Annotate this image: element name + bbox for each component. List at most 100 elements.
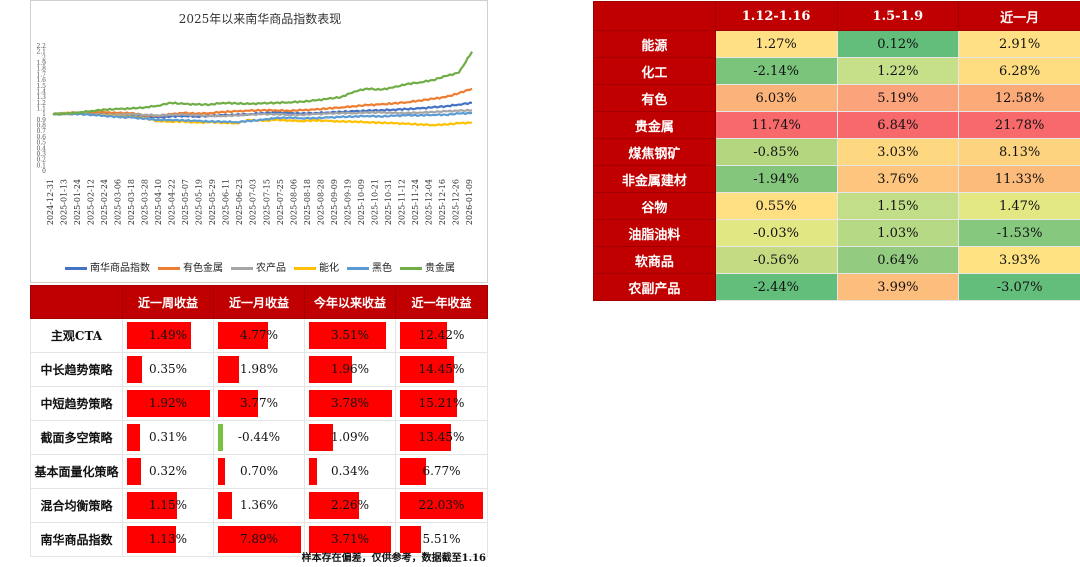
row-label: 混合均衡策略	[30, 488, 123, 523]
table-cell: -2.44%	[714, 273, 838, 301]
y-tick-label: 0	[42, 168, 46, 175]
column-header: 今年以来收益	[304, 285, 396, 319]
x-tick-label: 2025-04-22	[168, 179, 177, 225]
y-tick-label: 0.7	[36, 128, 46, 135]
table-cell: 1.49%	[122, 318, 214, 353]
table-cell: 1.15%	[122, 488, 214, 523]
table-cell: 1.98%	[213, 352, 305, 387]
table-row: 混合均衡策略 1.15% 1.36% 2.26% 22.03%	[30, 488, 488, 523]
row-label: 软商品	[593, 246, 716, 274]
cell-value: 0.70%	[239, 464, 279, 478]
legend-item: 能化	[294, 259, 339, 274]
column-header: 1.5-1.9	[836, 1, 960, 31]
data-bar	[400, 322, 447, 349]
table-cell: 3.71%	[304, 522, 396, 557]
row-label: 基本面量化策略	[30, 454, 123, 489]
table-cell: 0.64%	[836, 246, 960, 274]
y-tick-label: 1.4	[36, 88, 46, 95]
table-row: 有色 6.03% 5.19% 12.58%	[593, 84, 1080, 112]
cell-value: 3.78%	[330, 396, 370, 410]
cell-value: 22.03%	[418, 498, 465, 512]
table-cell: -0.56%	[714, 246, 838, 274]
y-tick-label: 0.3	[36, 151, 46, 158]
data-bar	[218, 492, 233, 519]
y-tick-label: 1.5	[36, 83, 46, 90]
legend-item: 黑色	[347, 259, 392, 274]
series-line	[52, 111, 473, 124]
y-tick-label: 1	[42, 111, 46, 118]
legend-swatch	[400, 267, 422, 270]
x-tick-label: 2025-12-16	[438, 179, 447, 225]
table-cell: 0.31%	[122, 420, 214, 455]
legend-label: 贵金属	[425, 263, 455, 274]
data-bar	[218, 458, 226, 485]
row-label: 非金属建材	[593, 165, 716, 193]
x-tick-label: 2025-08-28	[316, 179, 325, 225]
cell-value: 0.35%	[148, 362, 188, 376]
table-cell: 6.84%	[836, 111, 960, 139]
table-cell: 12.42%	[395, 318, 488, 353]
table-row: 中短趋势策略 1.92% 3.77% 3.78% 15.21%	[30, 386, 488, 421]
table-cell: -2.14%	[714, 57, 838, 85]
x-tick-label: 2025-07-15	[262, 179, 271, 225]
table-row: 贵金属 11.74% 6.84% 21.78%	[593, 111, 1080, 139]
x-tick-label: 2025-07-25	[276, 179, 285, 225]
table-row: 南华商品指数 1.13% 7.89% 3.71% 5.51%	[30, 522, 488, 557]
y-tick-label: 2.2	[36, 43, 46, 50]
cell-value: 1.15%	[148, 498, 188, 512]
row-label: 中长趋势策略	[30, 352, 123, 387]
x-tick-label: 2025-12-04	[424, 179, 433, 225]
legend-swatch	[158, 267, 180, 270]
x-tick-label: 2025-10-31	[384, 179, 393, 225]
table-cell: 0.55%	[714, 192, 838, 220]
x-tick-label: 2025-03-28	[141, 179, 150, 225]
column-header: 近一月	[958, 1, 1080, 31]
x-tick-label: 2025-02-12	[87, 179, 96, 225]
data-bar	[127, 390, 210, 417]
x-tick-label: 2025-05-07	[181, 179, 190, 225]
data-bar	[127, 322, 192, 349]
data-bar	[400, 356, 455, 383]
row-label: 有色	[593, 84, 716, 112]
y-tick-label: 0.5	[36, 140, 46, 147]
table-row: 软商品 -0.56% 0.64% 3.93%	[593, 246, 1080, 274]
table-cell: 0.12%	[836, 30, 960, 58]
x-tick-label: 2025-06-11	[222, 179, 231, 225]
table-row: 谷物 0.55% 1.15% 1.47%	[593, 192, 1080, 220]
table-cell: 0.35%	[122, 352, 214, 387]
data-bar	[309, 322, 387, 349]
table-cell: 3.99%	[836, 273, 960, 301]
legend-swatch	[65, 267, 87, 270]
x-tick-label: 2025-09-09	[330, 179, 339, 225]
legend-label: 能化	[319, 263, 339, 274]
row-label: 化工	[593, 57, 716, 85]
x-tick-label: 2026-01-09	[465, 179, 474, 225]
data-bar	[309, 356, 352, 383]
column-header: 近一年收益	[395, 285, 488, 319]
table-cell: 3.51%	[304, 318, 396, 353]
table-row: 能源 1.27% 0.12% 2.91%	[593, 30, 1080, 58]
x-tick-label: 2025-05-29	[208, 179, 217, 225]
legend-label: 黑色	[372, 263, 392, 274]
table-cell: 6.28%	[958, 57, 1080, 85]
cell-value: 1.36%	[239, 498, 279, 512]
y-tick-label: 0.1	[36, 162, 46, 169]
cell-value: 3.51%	[330, 328, 370, 342]
table-cell: 1.36%	[213, 488, 305, 523]
table-cell: 8.13%	[958, 138, 1080, 166]
x-tick-label: 2025-04-10	[154, 179, 163, 225]
x-tick-label: 2025-10-21	[370, 179, 379, 225]
table-row: 主观CTA 1.49% 4.77% 3.51% 12.42%	[30, 318, 488, 353]
x-tick-label: 2025-01-24	[73, 179, 82, 225]
legend-swatch	[294, 267, 316, 270]
x-tick-label: 2025-01-13	[60, 179, 69, 225]
legend-item: 贵金属	[400, 259, 455, 274]
data-bar	[218, 356, 239, 383]
table-cell: 2.91%	[958, 30, 1080, 58]
data-bar	[400, 390, 458, 417]
y-tick-label: 1.2	[36, 100, 46, 107]
table-row: 煤焦钢矿 -0.85% 3.03% 8.13%	[593, 138, 1080, 166]
y-tick-label: 0.6	[36, 134, 46, 141]
table-cell: 12.58%	[958, 84, 1080, 112]
row-label: 中短趋势策略	[30, 386, 123, 421]
